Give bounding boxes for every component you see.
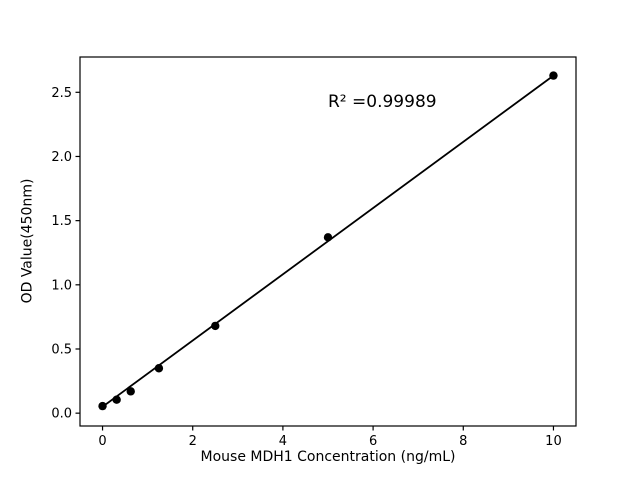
x-tick-label: 6 [369, 434, 377, 449]
data-point-marker [98, 401, 107, 411]
data-point-marker [211, 321, 220, 331]
x-tick-label: 8 [459, 434, 467, 449]
data-point-marker [154, 364, 164, 373]
x-axis-label: Mouse MDH1 Concentration (ng/mL) [200, 449, 456, 465]
x-tick-label: 10 [545, 434, 562, 449]
x-tick-label: 4 [279, 434, 287, 449]
y-tick-label: 0.5 [51, 342, 72, 357]
y-tick-label: 2.5 [51, 86, 72, 101]
y-tick-label: 0.0 [51, 407, 72, 422]
data-point-marker [323, 233, 333, 242]
y-axis-label: OD Value(450nm) [19, 178, 36, 304]
r-squared-annotation: R² =0.99989 [328, 92, 437, 112]
y-tick-label: 1.5 [51, 214, 72, 229]
x-tick-label: 2 [189, 434, 197, 449]
data-point-marker [549, 71, 558, 80]
data-point-marker [112, 395, 121, 404]
data-point-marker [126, 387, 135, 396]
y-tick-label: 2.0 [51, 150, 72, 165]
x-tick-label: 0 [98, 434, 106, 449]
y-tick-label: 1.0 [51, 278, 72, 293]
